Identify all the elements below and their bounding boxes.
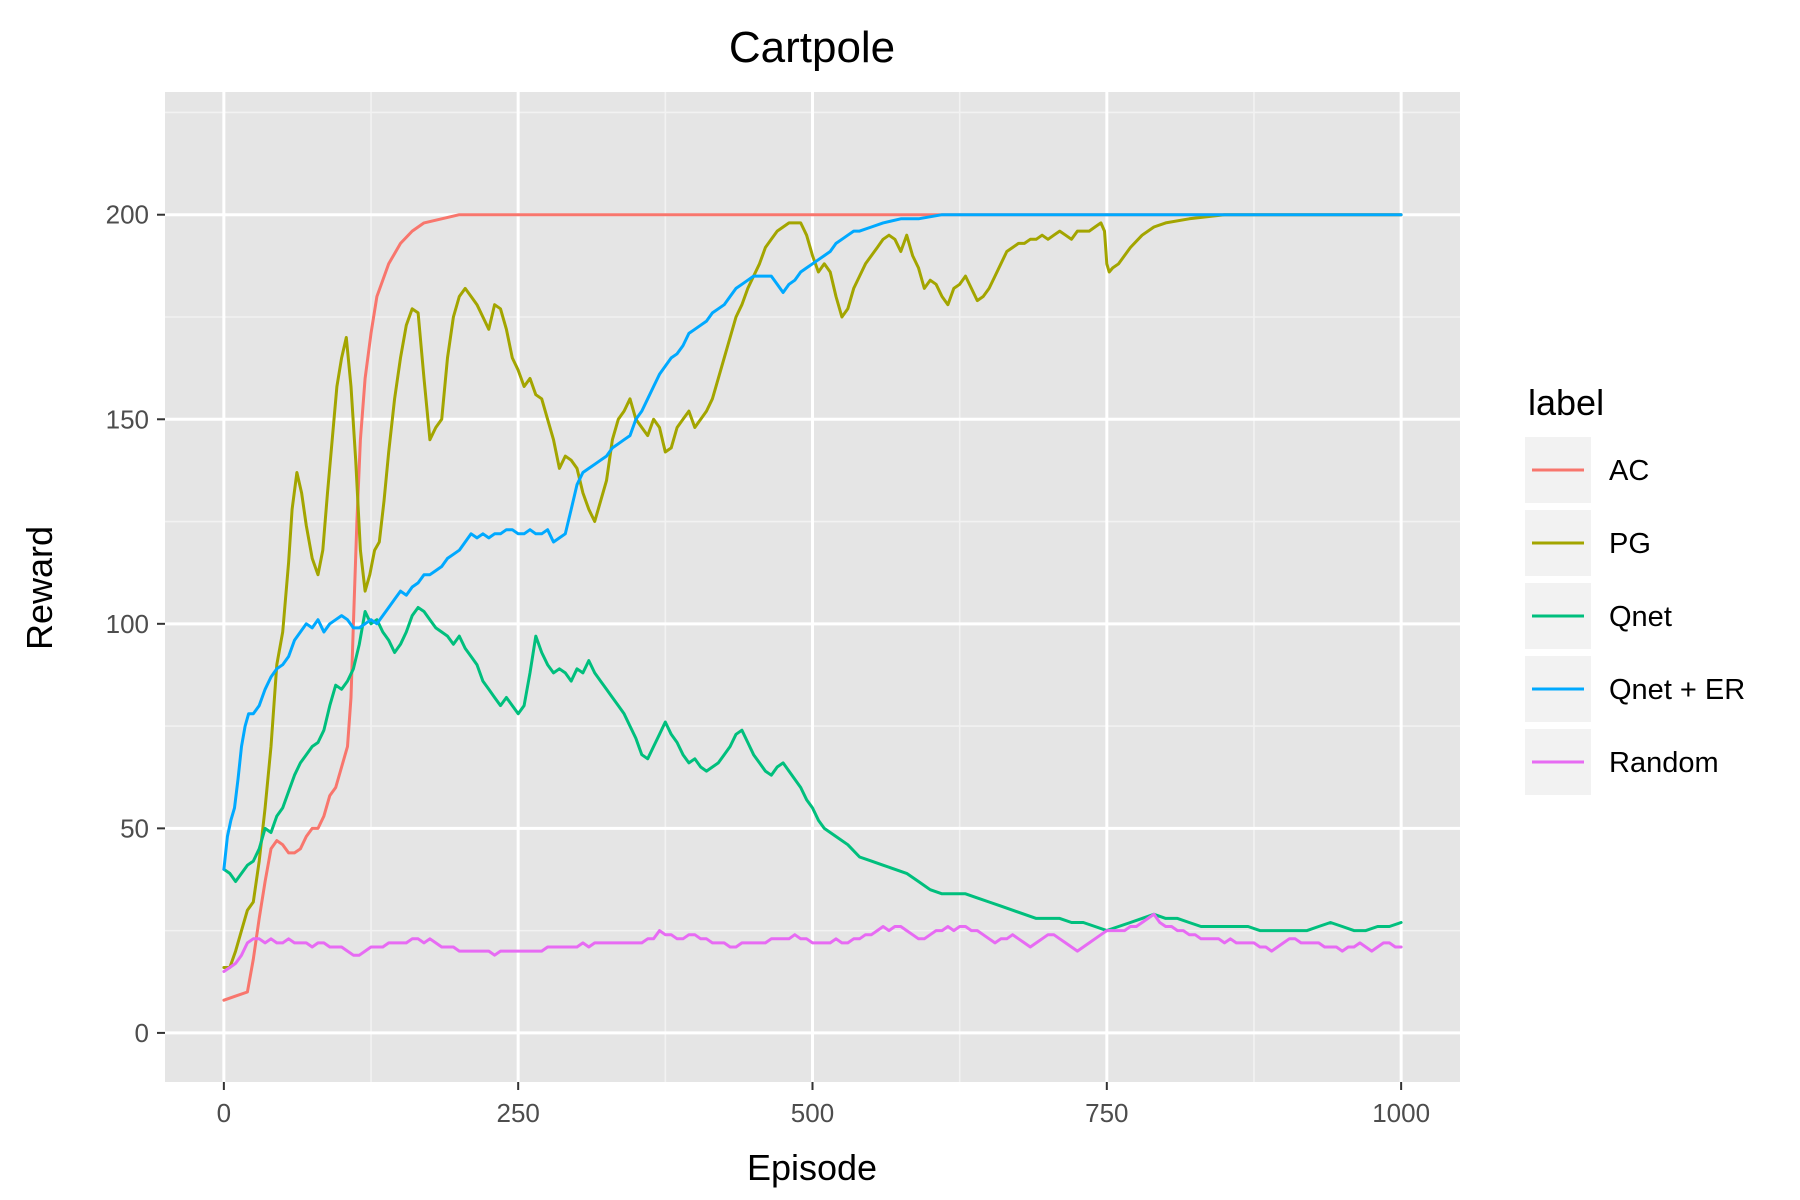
- chart-title: Cartpole: [729, 23, 895, 72]
- x-tick-label: 500: [791, 1098, 834, 1128]
- x-tick-label: 750: [1085, 1098, 1128, 1128]
- legend-label: AC: [1609, 455, 1649, 487]
- series-lines: [222, 213, 1403, 1002]
- series-line-ac: [222, 213, 1403, 1002]
- x-tick-labels: 0 250 500 750 1000: [217, 1098, 1430, 1128]
- legend-label: Qnet: [1609, 601, 1672, 633]
- x-tick-label: 1000: [1372, 1098, 1430, 1128]
- legend-title: label: [1528, 382, 1604, 423]
- legend-items: AC PG Qnet Qnet + ER Random: [1525, 437, 1745, 795]
- axis-ticks: [157, 213, 1403, 1090]
- y-tick-label: 50: [120, 813, 149, 843]
- legend-item-ac: AC: [1525, 437, 1649, 503]
- x-tick-label: 0: [217, 1098, 231, 1128]
- y-tick-label: 0: [135, 1018, 149, 1048]
- x-tick-label: 250: [496, 1098, 539, 1128]
- series-line-qnet-er: [222, 213, 1403, 871]
- series-line-random: [222, 912, 1403, 973]
- legend-label: PG: [1609, 528, 1651, 560]
- legend: label AC PG Qnet Qnet + ER Random: [1525, 382, 1745, 795]
- legend-label: Random: [1609, 747, 1719, 779]
- legend-item-random: Random: [1525, 729, 1719, 795]
- legend-item-pg: PG: [1525, 510, 1651, 576]
- series-line-qnet: [222, 606, 1403, 933]
- y-tick-labels: 0 50 100 150 200: [106, 200, 149, 1048]
- x-axis-title: Episode: [747, 1147, 877, 1188]
- legend-item-qnet: Qnet: [1525, 583, 1672, 649]
- y-tick-label: 150: [106, 404, 149, 434]
- legend-item-qnet-er: Qnet + ER: [1525, 656, 1745, 722]
- legend-label: Qnet + ER: [1609, 674, 1745, 706]
- y-axis-title: Reward: [19, 526, 60, 650]
- y-tick-label: 100: [106, 609, 149, 639]
- y-tick-label: 200: [106, 200, 149, 230]
- series-line-pg: [222, 213, 1403, 969]
